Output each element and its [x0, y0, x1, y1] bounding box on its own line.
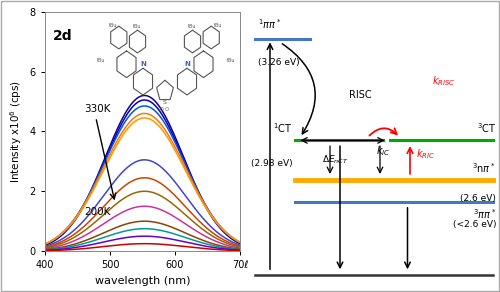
Text: (<2.6 eV): (<2.6 eV) — [453, 220, 496, 229]
Text: $^3$CT: $^3$CT — [476, 121, 496, 135]
Text: tBu: tBu — [214, 23, 222, 28]
Text: $k_{RISC}$: $k_{RISC}$ — [432, 74, 456, 88]
Text: $^1$CT: $^1$CT — [273, 121, 292, 135]
Text: 2d: 2d — [53, 29, 72, 44]
Text: $^3$n$\pi^*$: $^3$n$\pi^*$ — [472, 162, 496, 175]
Text: tBu: tBu — [188, 24, 197, 29]
Text: O O: O O — [160, 107, 170, 112]
Text: RISC: RISC — [348, 90, 372, 100]
Text: N: N — [184, 61, 190, 67]
Text: $k_{RIC}$: $k_{RIC}$ — [416, 147, 436, 161]
Text: $k_{IC}$: $k_{IC}$ — [376, 145, 390, 158]
Text: $^3\pi\pi^*$: $^3\pi\pi^*$ — [473, 208, 496, 221]
Text: tBu: tBu — [109, 23, 118, 28]
Text: S: S — [163, 100, 167, 105]
Text: tBu: tBu — [227, 58, 235, 63]
Text: (2.6 eV): (2.6 eV) — [460, 194, 496, 203]
Text: $^1\pi\pi^*$: $^1\pi\pi^*$ — [258, 17, 281, 31]
Text: (3.26 eV): (3.26 eV) — [258, 58, 299, 67]
Text: $\Delta E_{nCT}$: $\Delta E_{nCT}$ — [322, 154, 349, 166]
Text: tBu: tBu — [97, 58, 106, 63]
Text: 200K: 200K — [84, 207, 110, 217]
Text: 330K: 330K — [84, 104, 110, 114]
Text: (2.98 eV): (2.98 eV) — [251, 159, 292, 168]
Y-axis label: Intensity x10$^6$ (cps): Intensity x10$^6$ (cps) — [8, 80, 24, 183]
Text: N: N — [140, 61, 146, 67]
Text: tBu: tBu — [133, 24, 142, 29]
X-axis label: wavelength (nm): wavelength (nm) — [95, 276, 190, 286]
